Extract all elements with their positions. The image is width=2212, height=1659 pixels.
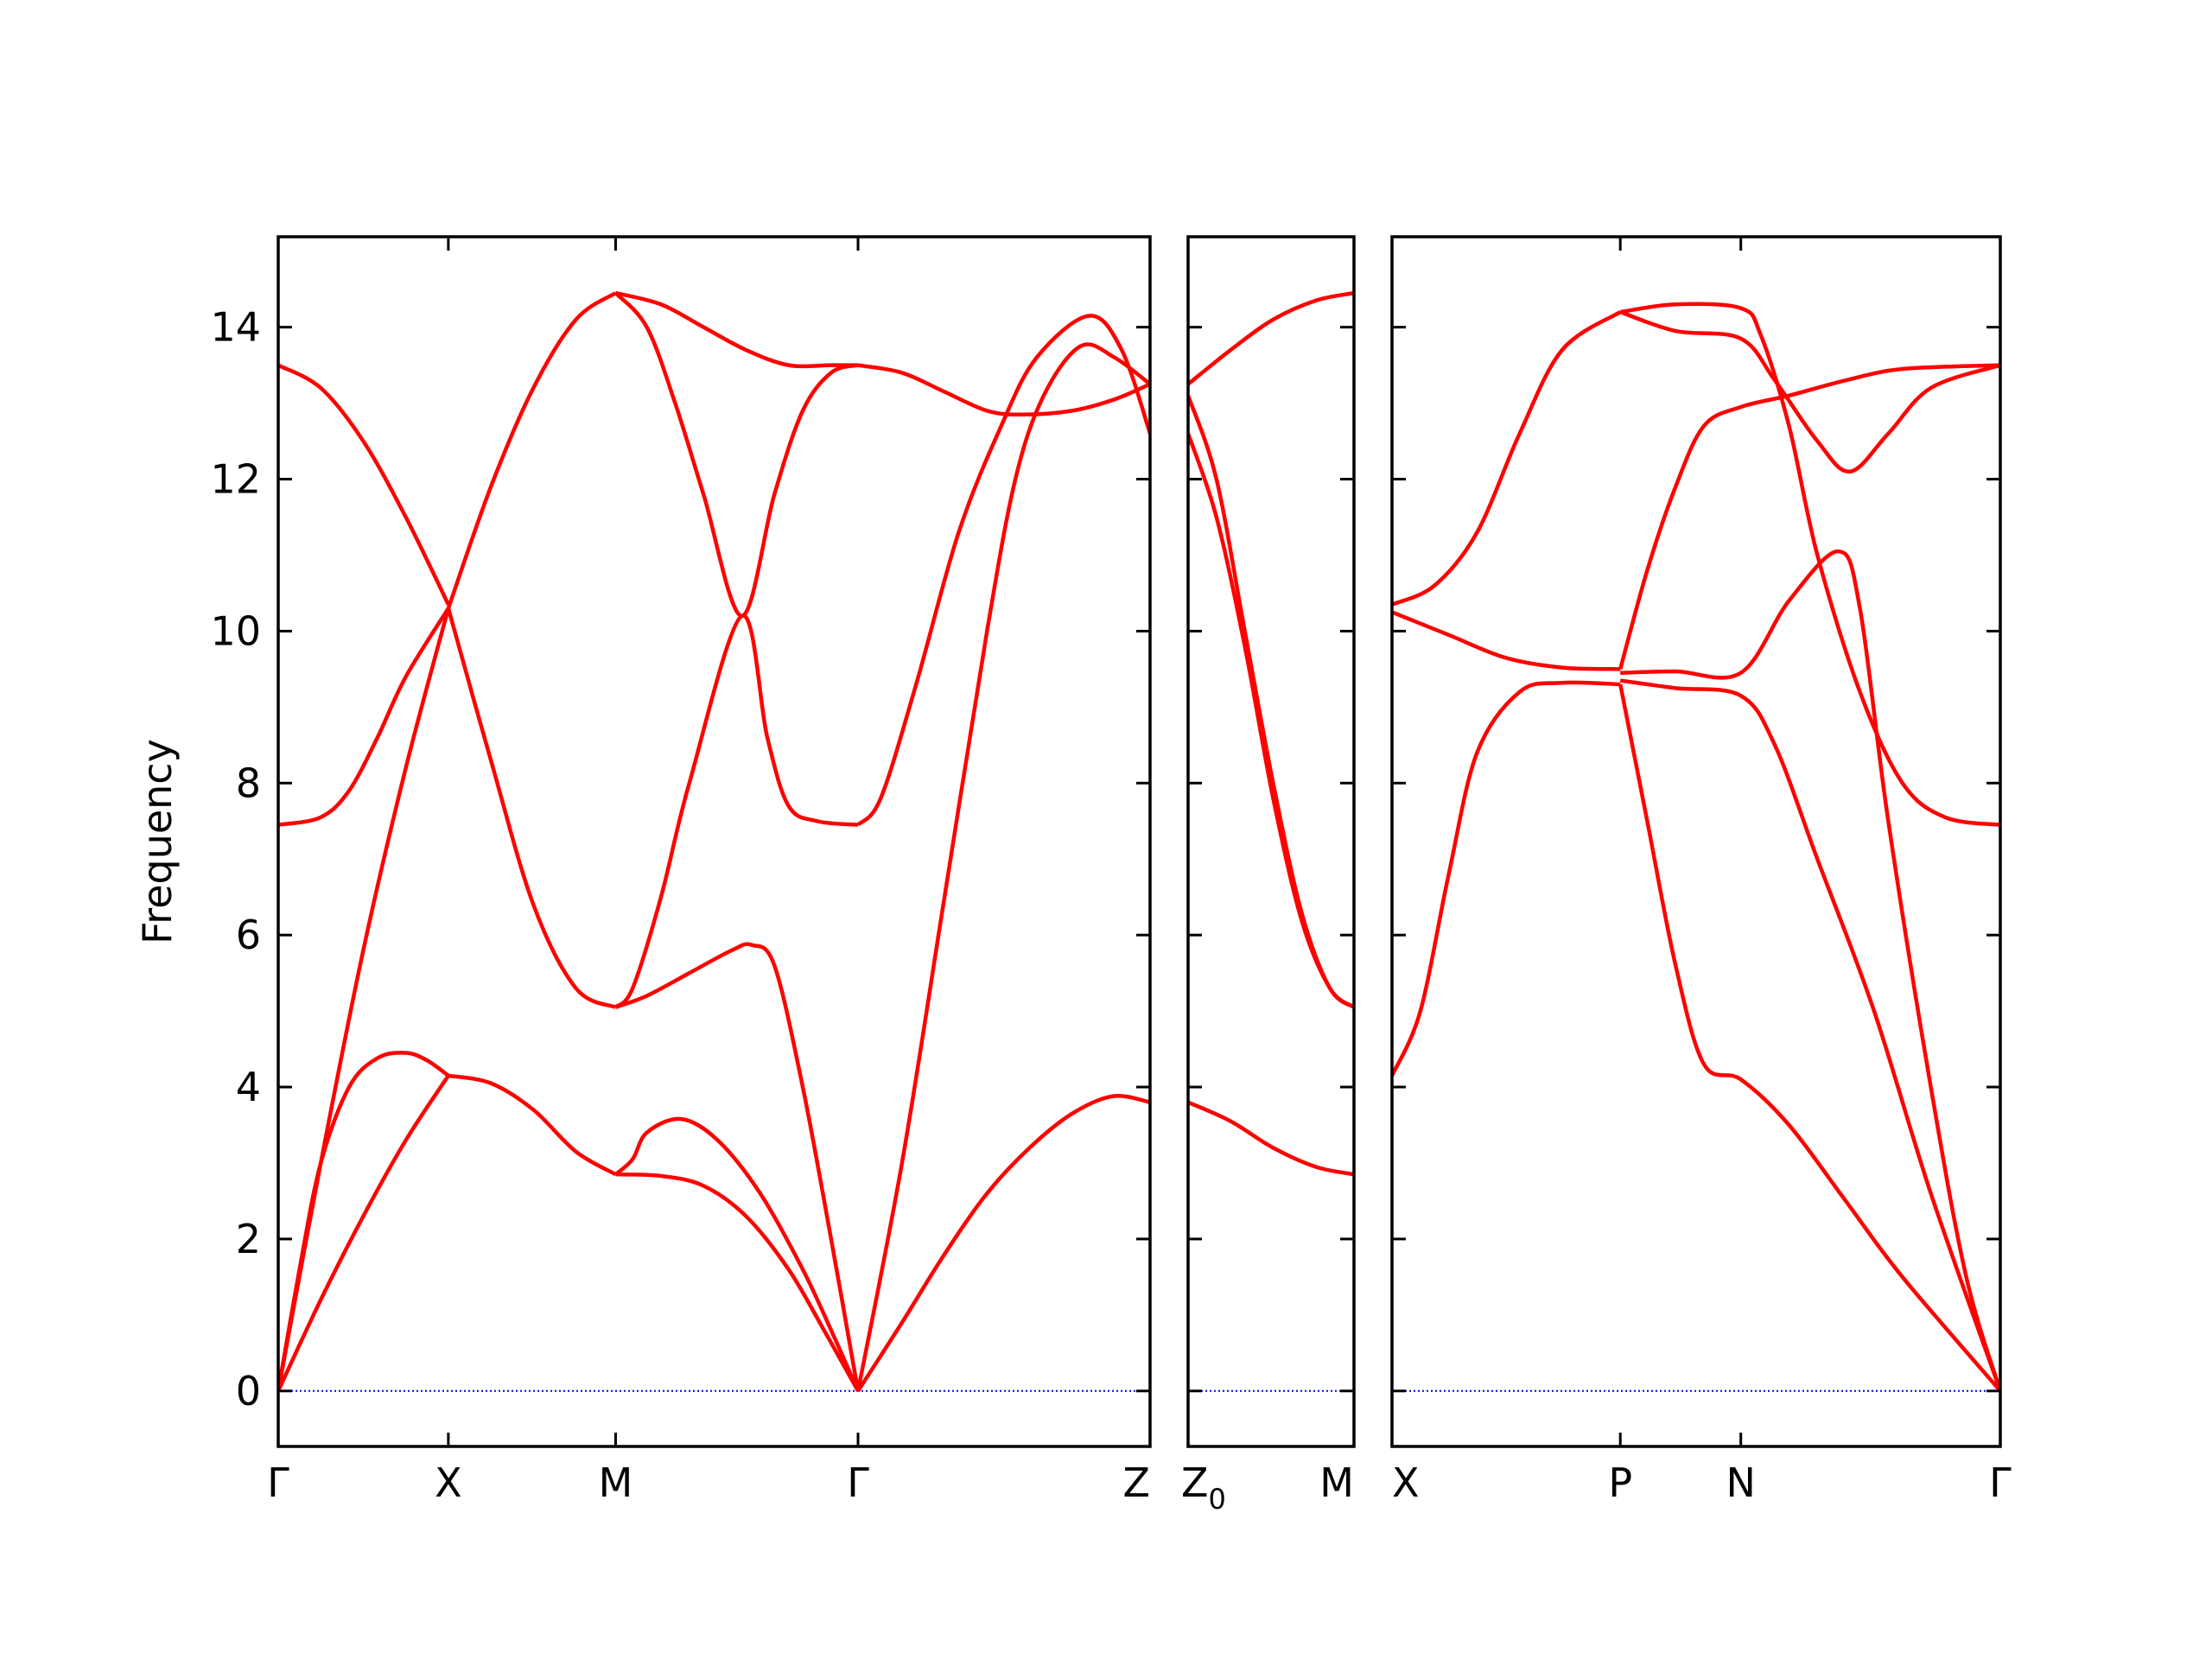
phonon-band-line [1619, 302, 2000, 827]
phonon-band-line [278, 363, 450, 606]
phonon-band-line [1188, 1100, 1354, 1177]
phonon-band-line [1188, 395, 1354, 1009]
y-tick-label: 10 [210, 607, 261, 654]
y-tick-label: 8 [236, 760, 261, 806]
x-tick-label: X [1392, 1459, 1420, 1506]
phonon-band-line [613, 1116, 861, 1392]
phonon-band-line [856, 1093, 1150, 1393]
phonon-band-line [446, 291, 617, 609]
phonon-band-line [1618, 363, 2000, 670]
x-tick-label: Γ [847, 1459, 869, 1506]
x-tick-label: Γ [1989, 1459, 2012, 1506]
phonon-band-line [1619, 678, 2000, 1392]
panel-frame [276, 235, 1152, 1448]
y-tick-label: 4 [236, 1064, 261, 1110]
phonon-band-line [278, 1074, 450, 1392]
x-tick-label: M [1319, 1459, 1354, 1506]
phonon-band-line [1392, 610, 1621, 671]
x-tick-label: Γ [267, 1459, 289, 1506]
phonon-band-line [1392, 310, 1622, 607]
phonon-band-line [1188, 433, 1354, 1009]
phonon-band-line [1620, 549, 2000, 1392]
phonon-band-line [1619, 309, 2000, 474]
phonon-band-line [448, 1073, 617, 1177]
x-tick-label: Z [1122, 1459, 1150, 1506]
y-tick-label: 2 [236, 1216, 261, 1262]
phonon-band-line [1618, 683, 2000, 1393]
y-tick-label: 12 [210, 456, 261, 503]
phonon-band-line [614, 290, 859, 369]
phonon-band-line [278, 607, 450, 827]
phonon-band-line [446, 607, 617, 1009]
x-tick-label: Z0 [1181, 1459, 1226, 1516]
phonon-band-line [614, 942, 861, 1392]
phonon-band-line [1188, 290, 1354, 386]
x-tick-label: M [599, 1459, 633, 1506]
y-tick-label: 6 [236, 912, 261, 958]
panel-frame [1390, 235, 2002, 1448]
phonon-band-line [1392, 680, 1621, 1077]
phonon-band-line [856, 314, 1150, 827]
panel-frame [1186, 235, 1356, 1448]
y-axis-label: Frequency [134, 739, 181, 944]
phonon-band-line [857, 363, 1150, 417]
y-tick-label: 0 [236, 1368, 261, 1414]
phonon-band-line [613, 291, 859, 619]
phonon-band-line [615, 1172, 860, 1392]
phonon-band-line [855, 342, 1150, 1392]
x-tick-label: X [435, 1459, 462, 1506]
phonon-band-line [278, 607, 451, 1392]
x-tick-label: P [1608, 1459, 1632, 1506]
x-tick-label: N [1726, 1459, 1755, 1506]
y-tick-label: 14 [210, 304, 261, 351]
phonon-band-line [613, 613, 859, 1009]
